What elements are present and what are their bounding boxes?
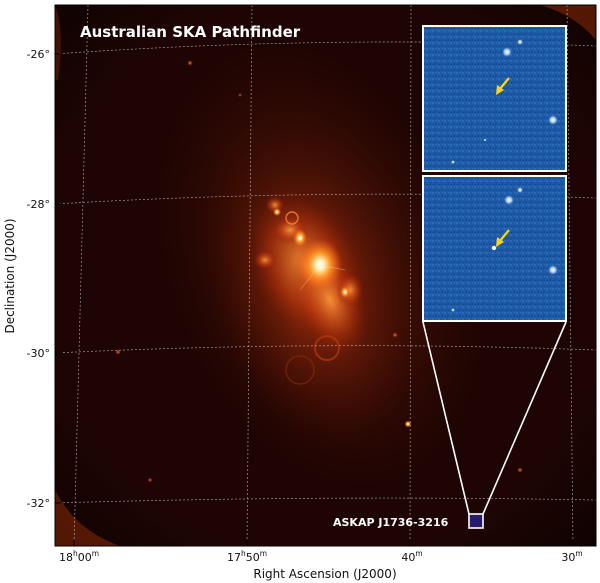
- zoom-lines: [422, 321, 567, 515]
- dec-tick-label: -28°: [27, 198, 50, 211]
- arrow-icon: [496, 229, 510, 247]
- axis-ticks: [55, 53, 574, 546]
- ra-tick-labels: 18h00m 17h50m 40m 30m: [59, 549, 583, 564]
- source-marker-box: [468, 513, 484, 529]
- map-frame: [54, 4, 597, 547]
- dec-tick-label: -30°: [27, 347, 50, 360]
- inset-epoch-1: [422, 25, 567, 172]
- arrow-icon: [496, 77, 510, 95]
- source-label: ASKAP J1736-3216: [333, 516, 449, 529]
- map-title: Australian SKA Pathfinder: [80, 23, 301, 41]
- ra-tick-label: 40m: [401, 549, 422, 564]
- inset-epoch-2: [422, 175, 567, 322]
- y-axis-title: Declination (J2000): [3, 218, 17, 333]
- ra-tick-label: 17h50m: [227, 549, 267, 564]
- inset-panels: [422, 25, 567, 529]
- ra-tick-label: 30m: [561, 549, 582, 564]
- dec-tick-label: -32°: [27, 497, 50, 510]
- x-axis-title: Right Ascension (J2000): [253, 567, 396, 581]
- dec-tick-labels: -26° -28° -30° -32°: [27, 48, 50, 510]
- dec-tick-label: -26°: [27, 48, 50, 61]
- ra-tick-label: 18h00m: [59, 549, 99, 564]
